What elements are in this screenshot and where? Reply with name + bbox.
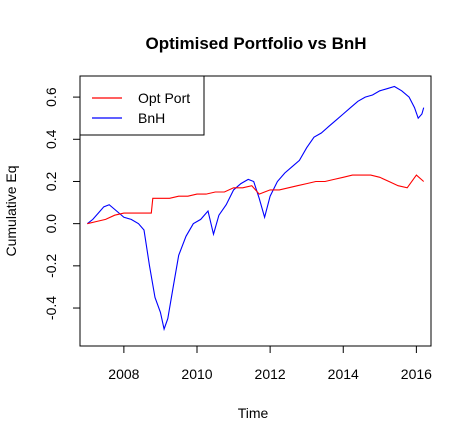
x-axis: 2008 2010 2012 2014 2016	[108, 345, 432, 382]
series-layer	[86, 85, 425, 332]
y-tick-label: -0.2	[43, 254, 59, 278]
y-tick-label: 0.2	[43, 172, 59, 192]
y-tick-label: 0.6	[43, 87, 59, 107]
series-line-bnh	[86, 85, 425, 332]
x-tick-label: 2008	[108, 366, 139, 382]
chart-title: Optimised Portfolio vs BnH	[145, 34, 366, 53]
y-axis-label: Cumulative Eq	[3, 165, 19, 256]
x-tick-label: 2010	[181, 366, 212, 382]
x-tick-label: 2014	[328, 366, 359, 382]
y-tick-label: -0.4	[43, 296, 59, 320]
legend-box	[79, 75, 205, 136]
legend: Opt Port BnH	[79, 75, 205, 136]
legend-label-bnh: BnH	[138, 110, 165, 126]
x-tick-label: 2016	[401, 366, 432, 382]
y-tick-label: 0.0	[43, 214, 59, 234]
x-tick-label: 2012	[255, 366, 286, 382]
series-line-opt-port	[87, 174, 425, 225]
y-axis: -0.4 -0.2 0.0 0.2 0.4 0.6	[43, 87, 81, 320]
legend-label-opt-port: Opt Port	[138, 90, 190, 106]
x-axis-label: Time	[238, 405, 269, 421]
y-tick-label: 0.4	[43, 129, 59, 149]
